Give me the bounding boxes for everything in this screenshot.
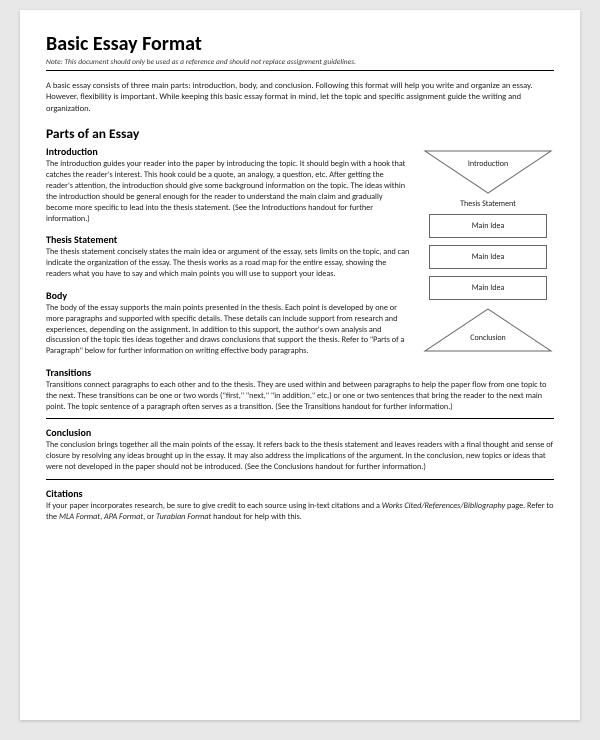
content-row: Introduction The introduction guides you… [46, 145, 554, 366]
section-conclusion: Conclusion The conclusion brings togethe… [46, 426, 554, 479]
diagram-main-idea-box-1: Main Idea [429, 214, 547, 238]
section-citations: Citations If your paper incorporates res… [46, 487, 554, 529]
section-body-thesis: The thesis statement concisely states th… [46, 247, 410, 279]
page-title: Basic Essay Format [46, 32, 554, 56]
section-body-conclusion: The conclusion brings together all the m… [46, 440, 554, 479]
section-transitions: Transitions Transitions connect paragrap… [46, 366, 554, 419]
section-heading-conclusion: Conclusion [46, 426, 554, 439]
note-text: Note: This document should only be used … [46, 58, 554, 71]
intro-paragraph: A basic essay consists of three main par… [46, 81, 554, 115]
diagram-thesis-label: Thesis Statement [460, 199, 516, 209]
subtitle: Parts of an Essay [46, 125, 554, 142]
section-body-citations: If your paper incorporates research, be … [46, 501, 554, 529]
diagram-conclusion-label: Conclusion [423, 333, 553, 343]
document-page: Basic Essay Format Note: This document s… [20, 10, 580, 720]
section-heading-transitions: Transitions [46, 366, 554, 379]
section-body-body: The body of the essay supports the main … [46, 303, 410, 357]
section-heading-thesis: Thesis Statement [46, 233, 410, 246]
section-heading-body: Body [46, 289, 410, 302]
section-heading-introduction: Introduction [46, 145, 410, 158]
text-column: Introduction The introduction guides you… [46, 145, 410, 366]
essay-structure-diagram: Introduction Thesis Statement Main Idea … [422, 149, 554, 353]
section-body-transitions: Transitions connect paragraphs to each o… [46, 380, 554, 419]
diagram-main-idea-box-2: Main Idea [429, 245, 547, 269]
diagram-main-idea-box-3: Main Idea [429, 276, 547, 300]
section-heading-citations: Citations [46, 487, 554, 500]
diagram-conclusion-triangle: Conclusion [423, 307, 553, 353]
diagram-intro-triangle: Introduction [423, 149, 553, 195]
diagram-column: Introduction Thesis Statement Main Idea … [422, 145, 554, 366]
diagram-intro-label: Introduction [423, 159, 553, 169]
section-body-introduction: The introduction guides your reader into… [46, 159, 410, 224]
